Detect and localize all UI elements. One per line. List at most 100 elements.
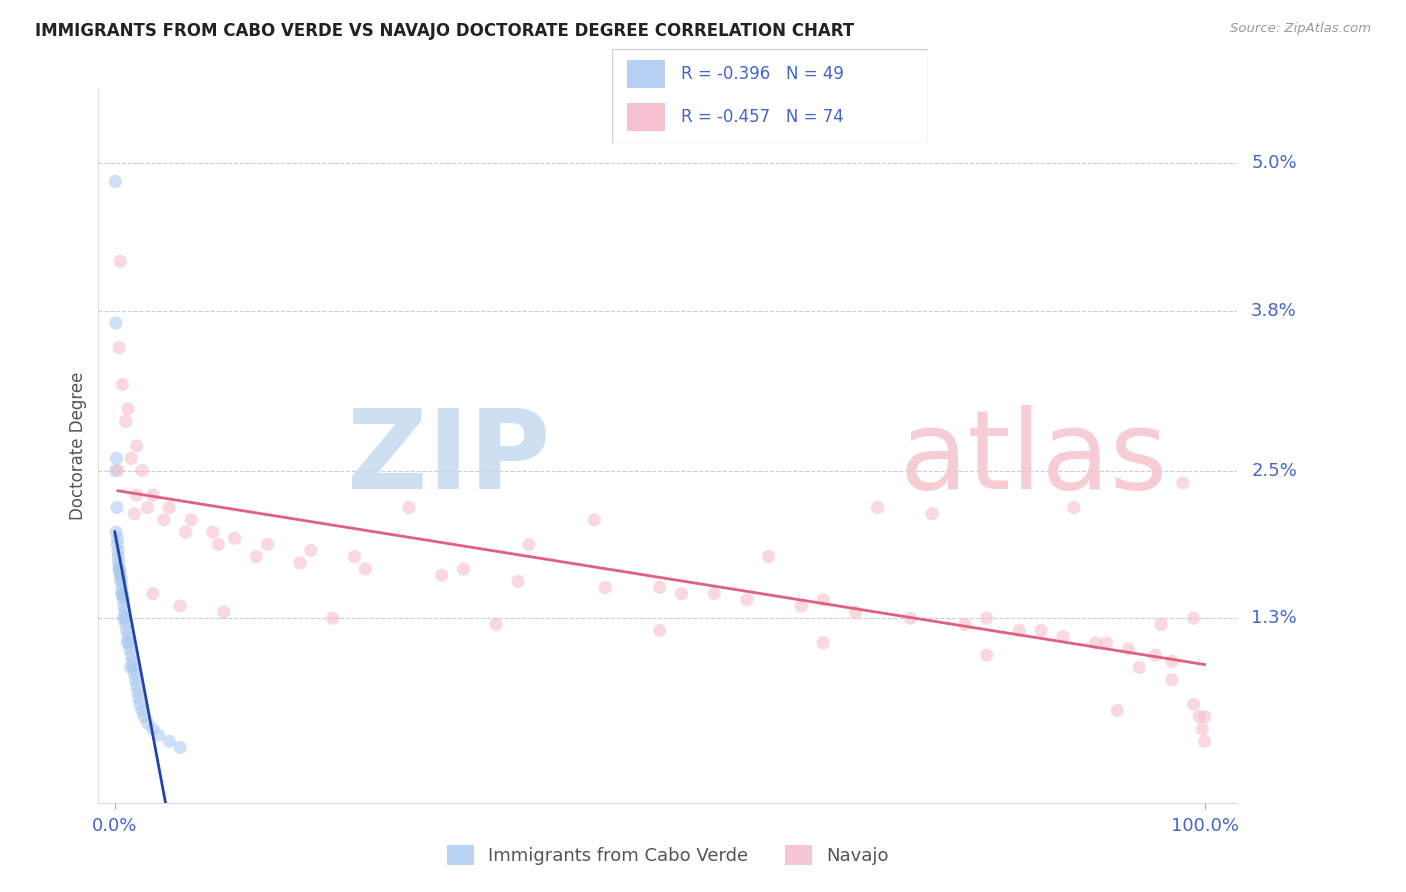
Point xyxy=(485,617,508,632)
Point xyxy=(1052,630,1074,644)
Point xyxy=(124,666,146,681)
Point xyxy=(671,587,693,601)
Point xyxy=(110,574,132,589)
Point xyxy=(506,574,529,589)
Point xyxy=(811,636,834,650)
Point xyxy=(1150,617,1173,632)
Point xyxy=(256,537,278,551)
Point xyxy=(136,715,159,730)
Point xyxy=(117,636,139,650)
Point xyxy=(105,525,128,540)
Point xyxy=(104,464,127,478)
Point xyxy=(790,599,813,613)
Point xyxy=(224,531,246,545)
Point xyxy=(114,617,136,632)
Point xyxy=(131,704,153,718)
Text: R = -0.396   N = 49: R = -0.396 N = 49 xyxy=(682,65,844,83)
Point xyxy=(157,500,180,515)
Point xyxy=(108,341,131,355)
Legend: Immigrants from Cabo Verde, Navajo: Immigrants from Cabo Verde, Navajo xyxy=(440,838,896,872)
Point xyxy=(288,556,311,570)
Point xyxy=(105,537,128,551)
Point xyxy=(1160,654,1182,668)
Point xyxy=(1107,704,1129,718)
Point xyxy=(1188,709,1211,723)
Bar xyxy=(627,61,665,88)
Point xyxy=(866,500,889,515)
Point xyxy=(148,728,170,742)
Point xyxy=(124,673,146,687)
Point xyxy=(245,549,267,564)
Point xyxy=(1194,709,1216,723)
Point xyxy=(593,581,616,595)
Text: 3.8%: 3.8% xyxy=(1251,301,1296,319)
Point xyxy=(114,611,136,625)
Point xyxy=(758,549,780,564)
Point xyxy=(124,507,146,521)
Point xyxy=(212,605,235,619)
Point xyxy=(120,451,142,466)
Point xyxy=(131,464,153,478)
Point xyxy=(112,599,135,613)
Text: 1.3%: 1.3% xyxy=(1251,609,1296,627)
Point xyxy=(398,500,420,515)
Point xyxy=(108,565,131,579)
Point xyxy=(703,587,725,601)
Point xyxy=(105,500,128,515)
Point xyxy=(153,513,176,527)
Point xyxy=(127,685,149,699)
Point xyxy=(142,722,165,736)
Point xyxy=(115,624,138,638)
Point xyxy=(136,500,159,515)
Point xyxy=(1084,636,1107,650)
Point xyxy=(648,624,671,638)
Point xyxy=(354,562,377,576)
Point xyxy=(128,691,150,706)
Point xyxy=(811,592,834,607)
Text: atlas: atlas xyxy=(900,405,1168,512)
Point xyxy=(1116,642,1139,657)
Point xyxy=(125,488,148,502)
Point xyxy=(142,488,165,502)
Text: ZIP: ZIP xyxy=(347,405,551,512)
Point xyxy=(1029,624,1052,638)
Point xyxy=(322,611,344,625)
Point xyxy=(898,611,921,625)
Point xyxy=(112,592,135,607)
Point xyxy=(108,562,131,576)
Point xyxy=(117,630,139,644)
Point xyxy=(120,660,142,674)
Point xyxy=(105,451,128,466)
Text: R = -0.457   N = 74: R = -0.457 N = 74 xyxy=(682,109,844,127)
Point xyxy=(118,636,141,650)
Point xyxy=(517,537,540,551)
Point xyxy=(1144,648,1167,662)
Point xyxy=(976,611,998,625)
Point xyxy=(111,589,134,603)
Point xyxy=(118,642,141,657)
Text: Source: ZipAtlas.com: Source: ZipAtlas.com xyxy=(1230,22,1371,36)
Point xyxy=(976,648,998,662)
Text: 2.5%: 2.5% xyxy=(1251,461,1298,480)
Point xyxy=(122,660,145,674)
Point xyxy=(107,531,129,545)
Point xyxy=(735,592,758,607)
Point xyxy=(107,543,129,558)
Point xyxy=(169,740,191,755)
Point xyxy=(117,402,139,417)
Point xyxy=(110,568,132,582)
Point xyxy=(104,174,127,188)
Point xyxy=(104,316,127,330)
Point xyxy=(1171,475,1194,490)
Point xyxy=(108,562,131,576)
Point xyxy=(107,464,129,478)
Point xyxy=(120,648,142,662)
Point xyxy=(343,549,366,564)
Point xyxy=(110,587,132,601)
Point xyxy=(299,543,322,558)
Point xyxy=(1008,624,1031,638)
Bar xyxy=(627,103,665,131)
Point xyxy=(110,572,132,586)
Point xyxy=(125,679,148,693)
Point xyxy=(142,587,165,601)
